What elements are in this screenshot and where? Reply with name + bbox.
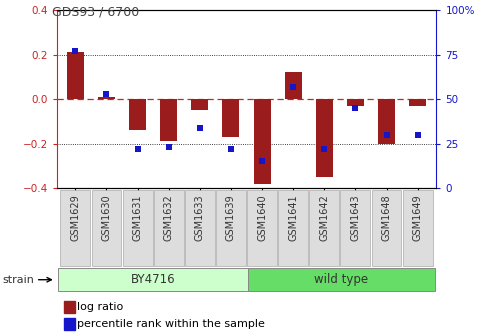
FancyBboxPatch shape [216,190,246,265]
Text: GSM1643: GSM1643 [351,195,360,241]
Text: GSM1641: GSM1641 [288,195,298,241]
Bar [284,73,302,99]
Text: GSM1632: GSM1632 [164,195,174,241]
Text: GSM1630: GSM1630 [102,195,111,241]
Bar [191,99,209,110]
Text: GSM1640: GSM1640 [257,195,267,241]
Bar [160,99,177,141]
Text: GSM1649: GSM1649 [413,195,423,241]
Bar [64,301,74,313]
FancyBboxPatch shape [58,268,248,291]
Text: GSM1642: GSM1642 [319,195,329,241]
Text: percentile rank within the sample: percentile rank within the sample [77,319,265,329]
Text: GSM1639: GSM1639 [226,195,236,241]
Text: strain: strain [2,275,35,285]
Text: GSM1633: GSM1633 [195,195,205,241]
Text: GSM1648: GSM1648 [382,195,391,241]
Bar [409,99,426,106]
Bar [129,99,146,130]
FancyBboxPatch shape [341,190,370,265]
FancyBboxPatch shape [61,190,90,265]
Bar [98,97,115,99]
FancyBboxPatch shape [372,190,401,265]
Bar [67,52,84,99]
Text: BY4716: BY4716 [131,273,176,286]
Text: GSM1629: GSM1629 [70,195,80,241]
Text: GSM1631: GSM1631 [133,195,142,241]
Bar [347,99,364,106]
FancyBboxPatch shape [123,190,152,265]
FancyBboxPatch shape [92,190,121,265]
FancyBboxPatch shape [309,190,339,265]
FancyBboxPatch shape [248,268,435,291]
Bar [222,99,240,137]
Text: log ratio: log ratio [77,302,123,312]
Text: GDS93 / 6700: GDS93 / 6700 [52,5,139,18]
FancyBboxPatch shape [278,190,308,265]
Bar [253,99,271,184]
FancyBboxPatch shape [403,190,432,265]
Text: wild type: wild type [315,273,368,286]
FancyBboxPatch shape [185,190,215,265]
FancyBboxPatch shape [247,190,277,265]
Bar [316,99,333,177]
Bar [64,318,74,330]
FancyBboxPatch shape [154,190,184,265]
Bar [378,99,395,144]
